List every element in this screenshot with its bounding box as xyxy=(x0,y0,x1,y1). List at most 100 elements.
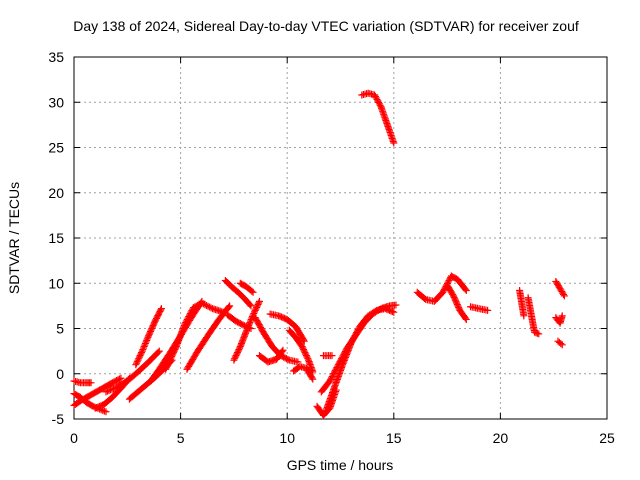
data-point xyxy=(254,300,262,308)
data-point xyxy=(533,329,541,337)
series-arc-28 xyxy=(516,286,528,320)
data-point xyxy=(247,302,255,310)
data-point xyxy=(187,308,195,316)
data-point xyxy=(138,349,146,357)
series-arc-25 xyxy=(413,272,470,305)
data-point xyxy=(388,308,396,316)
y-tick-label: 15 xyxy=(48,230,64,246)
data-point xyxy=(241,322,249,330)
y-tick-label: 35 xyxy=(48,49,64,65)
data-point xyxy=(137,350,145,358)
data-point xyxy=(299,344,307,352)
x-tick-label: 5 xyxy=(177,430,185,446)
data-point xyxy=(207,304,215,312)
y-axis-label: SDTVAR / TECUs xyxy=(6,182,22,294)
data-point xyxy=(328,373,336,381)
y-tick-label: 10 xyxy=(48,275,64,291)
data-point xyxy=(234,347,242,355)
data-point xyxy=(182,318,190,326)
data-point xyxy=(353,329,361,337)
axis-ticks: 0 5 10 15 20 25 -5 0 5 10 15 20 25 30 35 xyxy=(48,49,615,446)
data-point xyxy=(117,374,125,382)
data-point xyxy=(155,347,163,355)
data-point xyxy=(308,374,316,382)
series-arc-29 xyxy=(524,294,543,338)
data-point xyxy=(350,333,358,341)
data-point xyxy=(301,349,309,357)
data-point xyxy=(135,353,143,361)
data-point xyxy=(520,312,528,320)
data-point xyxy=(462,286,470,294)
series-arc-32 xyxy=(554,337,566,349)
data-point xyxy=(300,346,308,354)
data-point xyxy=(132,361,140,369)
data-point xyxy=(181,320,189,328)
data-point xyxy=(199,300,207,308)
data-point xyxy=(375,100,383,108)
data-point xyxy=(246,301,254,309)
data-point xyxy=(157,305,165,313)
data-point xyxy=(188,307,196,315)
data-point xyxy=(231,353,239,361)
series-arc-16 xyxy=(255,346,287,366)
data-point xyxy=(253,303,261,311)
data-point xyxy=(143,336,151,344)
data-point xyxy=(484,306,492,314)
data-point xyxy=(232,352,240,360)
data-point xyxy=(300,347,308,355)
data-point xyxy=(182,317,190,325)
data-point xyxy=(230,356,238,364)
data-point xyxy=(390,139,398,147)
data-point xyxy=(108,385,116,393)
data-point xyxy=(279,346,287,354)
data-point xyxy=(204,302,212,310)
data-point xyxy=(206,303,214,311)
series-arc-07 xyxy=(132,305,165,369)
series-arc-08 xyxy=(147,297,206,385)
data-point xyxy=(235,346,243,354)
data-point xyxy=(186,310,194,318)
data-point xyxy=(294,358,302,366)
data-point xyxy=(303,353,311,361)
data-point xyxy=(135,355,143,363)
data-point xyxy=(461,314,469,322)
data-point xyxy=(247,317,255,325)
data-point xyxy=(255,299,263,307)
data-point xyxy=(144,333,152,341)
data-point xyxy=(461,285,469,293)
data-point xyxy=(115,375,123,383)
data-point xyxy=(184,314,192,322)
data-point xyxy=(107,386,115,394)
data-point xyxy=(233,350,241,358)
data-point xyxy=(351,332,359,340)
x-axis-label: GPS time / hours xyxy=(287,457,394,473)
y-tick-label: 25 xyxy=(48,140,64,156)
data-point xyxy=(141,341,149,349)
data-point xyxy=(348,337,356,345)
data-point xyxy=(141,339,149,347)
data-point xyxy=(326,377,334,385)
data-point xyxy=(239,321,247,329)
data-point xyxy=(236,344,244,352)
x-tick-label: 10 xyxy=(279,430,295,446)
series-arc-26 xyxy=(443,281,470,323)
data-point xyxy=(251,308,259,316)
series-arc-30 xyxy=(552,277,568,300)
data-point xyxy=(110,385,118,393)
data-point xyxy=(138,347,146,355)
data-point xyxy=(154,348,162,356)
data-point xyxy=(250,309,258,317)
data-point xyxy=(349,336,357,344)
data-point xyxy=(352,330,360,338)
series-arc-10 xyxy=(183,302,234,373)
series-arc-11 xyxy=(221,277,255,310)
data-point xyxy=(373,95,381,103)
series-arc-05 xyxy=(102,347,163,396)
data-point xyxy=(249,288,257,296)
series-arc-14 xyxy=(224,311,255,332)
data-point xyxy=(140,343,148,351)
x-tick-label: 0 xyxy=(70,430,78,446)
series-arc-24 xyxy=(358,89,398,147)
data-point xyxy=(392,301,400,309)
